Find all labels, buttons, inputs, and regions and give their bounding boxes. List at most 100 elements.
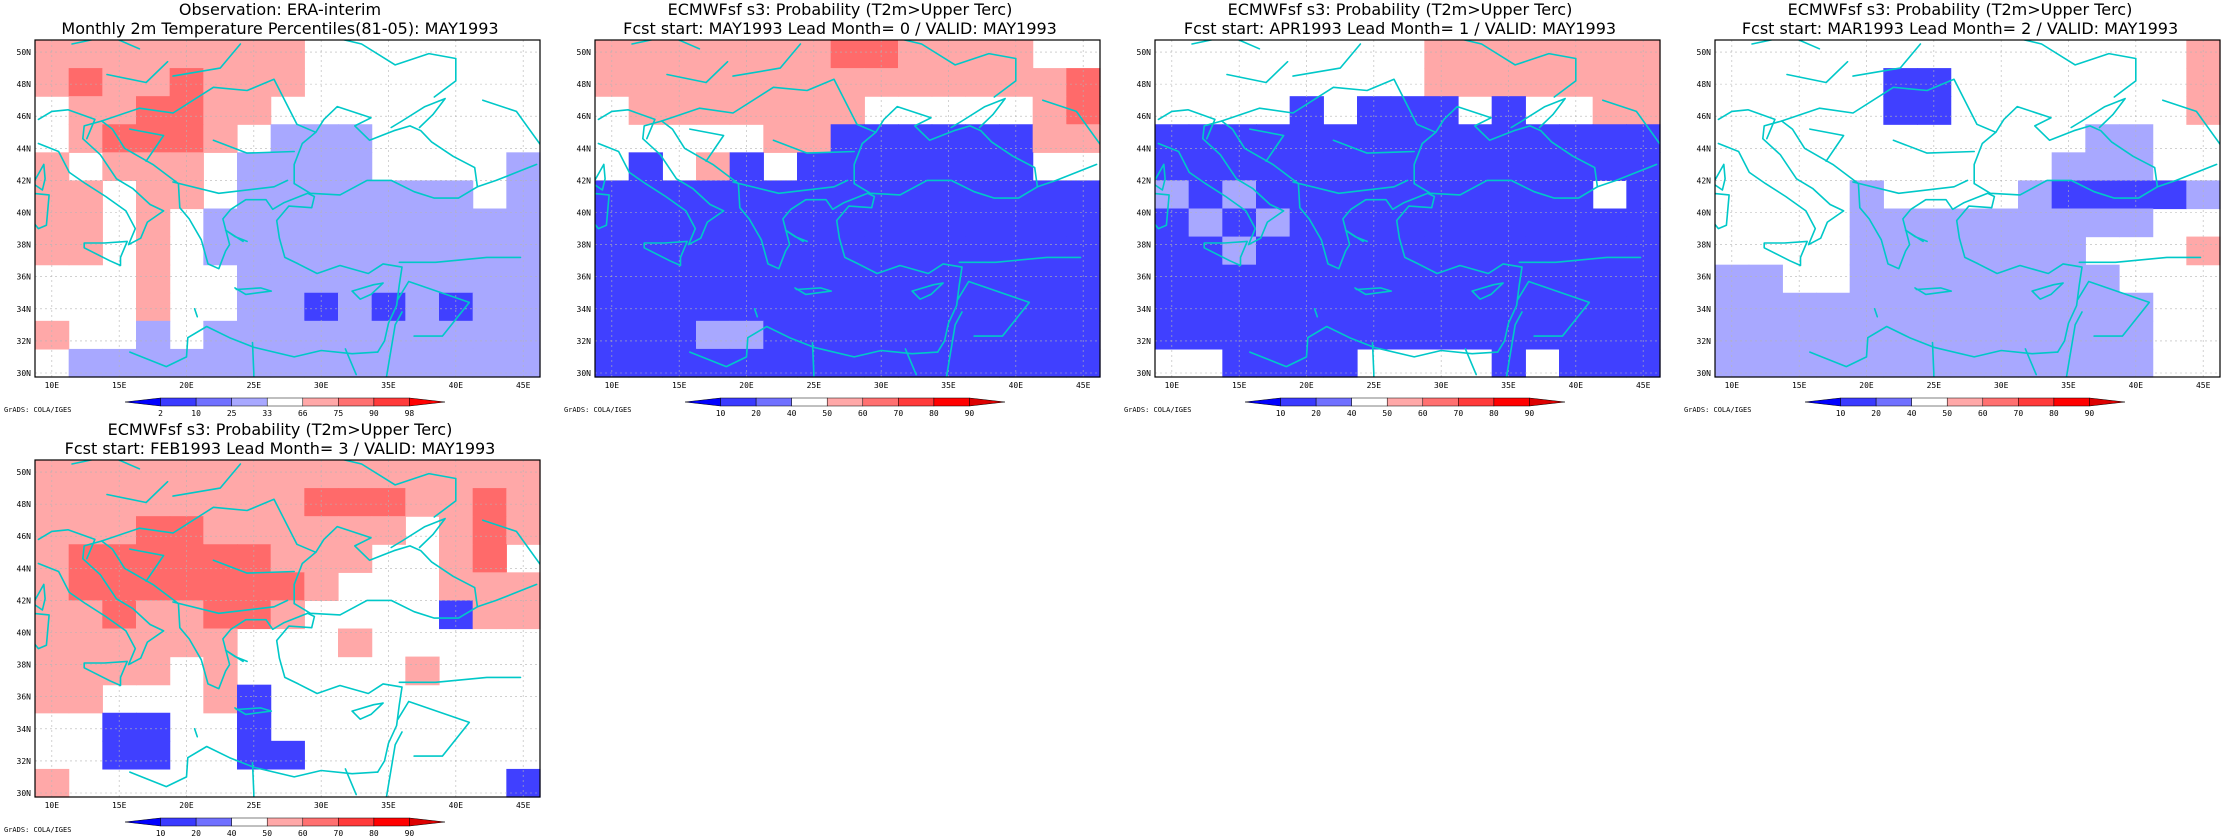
grid-cell: [1883, 292, 1918, 322]
grid-cell: [1188, 264, 1223, 294]
grid-cell: [102, 656, 137, 686]
grid-cell: [1066, 208, 1101, 238]
colorbar-swatch: [1280, 397, 1317, 407]
grid-cell: [628, 152, 663, 182]
grid-cell: [1188, 152, 1223, 182]
colorbar-label: 80: [929, 409, 939, 418]
coastline-path: [71, 40, 141, 50]
coastline-path: [2156, 163, 2218, 188]
coastline-path: [251, 761, 255, 797]
grid-cell: [472, 572, 507, 602]
coastline-path: [1292, 43, 1362, 77]
coastline-path: [397, 700, 471, 757]
grid-cell: [203, 320, 238, 350]
lat-tick-label: 42N: [17, 596, 32, 605]
grid-cell: [729, 96, 764, 125]
grid-cell: [35, 488, 70, 517]
grid-cell: [1390, 292, 1425, 322]
grid-cell: [696, 152, 731, 182]
colorbar-swatch: [1840, 397, 1877, 407]
map-panel-lead-2: ECMWFsf s3: Probability (T2m>Upper Terc)…: [1680, 0, 2240, 420]
graticule: [35, 460, 540, 797]
colorbar-label: 10: [156, 829, 166, 838]
grid-cell: [136, 488, 171, 517]
coastline-path: [2078, 256, 2202, 264]
lat-tick-label: 38N: [17, 241, 32, 250]
grid-cell: [763, 236, 798, 266]
grid-cell: [931, 68, 966, 97]
lat-tick-label: 40N: [17, 629, 32, 638]
colorbar-swatch: [1911, 397, 1948, 407]
grid-cell: [999, 208, 1034, 238]
grid-cell: [203, 544, 238, 573]
colorbar-label: 90: [369, 409, 379, 418]
colorbar-label: 90: [1525, 409, 1535, 418]
grid-cell: [472, 488, 507, 517]
map-panel-lead-1: ECMWFsf s3: Probability (T2m>Upper Terc)…: [1120, 0, 1680, 420]
grid-cell: [1458, 208, 1493, 238]
grid-cell: [1256, 264, 1291, 294]
coastline-path: [172, 599, 289, 615]
lat-tick-label: 34N: [1697, 305, 1712, 314]
coastline-path: [1517, 280, 1591, 337]
colorbar: 10 20 40 50 60 70 80 90: [684, 397, 1006, 418]
coastline-path: [1852, 43, 1922, 77]
grid-cell: [2085, 348, 2120, 378]
coastline-path: [811, 341, 815, 377]
grid-cell: [102, 460, 137, 489]
grid-cell: [506, 292, 541, 322]
lat-tick-label: 42N: [17, 176, 32, 185]
grid-cell: [1424, 124, 1459, 153]
grid-cell: [136, 208, 171, 238]
grid-cell: [1849, 264, 1884, 294]
lat-tick-label: 38N: [577, 241, 592, 250]
grid-cell: [763, 180, 798, 210]
panel-title-line2: Fcst start: FEB1993 Lead Month= 3 / VALI…: [64, 439, 496, 458]
coastline-path: [853, 105, 1039, 199]
grid-cell: [68, 684, 103, 714]
coastline-path: [1931, 341, 1935, 377]
grid-cell: [1626, 124, 1661, 153]
grid-cell: [696, 348, 731, 378]
grid-cell: [864, 320, 899, 350]
colorbar-label: 90: [405, 829, 415, 838]
grid-cell: [405, 292, 440, 322]
lat-tick-label: 50N: [1137, 48, 1152, 57]
coastline-path: [1226, 60, 1289, 84]
grid-cell: [68, 124, 103, 153]
grid-cell: [1032, 236, 1067, 266]
coastline-path: [212, 139, 296, 154]
lat-tick-label: 32N: [17, 757, 32, 766]
grid-cell: [270, 40, 305, 69]
coastlines: [35, 460, 540, 797]
grid-cell: [965, 152, 1000, 182]
colorbar-label: 20: [751, 409, 761, 418]
grid-cell: [763, 68, 798, 97]
lon-tick-label: 10E: [605, 381, 620, 390]
lat-tick-label: 34N: [1137, 305, 1152, 314]
coastline-path: [595, 192, 610, 230]
coastline-path: [1553, 57, 1577, 98]
lat-tick-label: 30N: [1697, 369, 1712, 378]
grid-cell: [1222, 180, 1257, 210]
anomaly-cells: [35, 40, 541, 378]
colorbar-swatch: [124, 817, 161, 827]
grid-cell: [371, 292, 406, 322]
grid-cell: [270, 180, 305, 210]
grid-cell: [1592, 236, 1627, 266]
colorbar-swatch: [266, 397, 304, 407]
colorbar-label: 98: [405, 409, 415, 418]
coastline-path: [1461, 40, 1577, 66]
grid-cell: [2186, 68, 2221, 97]
grid-cell: [1559, 208, 1594, 238]
grid-cell: [1626, 348, 1661, 378]
grid-cell: [797, 124, 832, 153]
coastline-path: [433, 477, 457, 518]
grid-cell: [1782, 292, 1817, 322]
lat-tick-label: 36N: [17, 273, 32, 282]
grid-cell: [1289, 96, 1324, 125]
colorbar-swatch: [195, 817, 232, 827]
lat-tick-label: 30N: [1137, 369, 1152, 378]
colorbar-swatch: [373, 817, 410, 827]
grid-cell: [371, 488, 406, 517]
